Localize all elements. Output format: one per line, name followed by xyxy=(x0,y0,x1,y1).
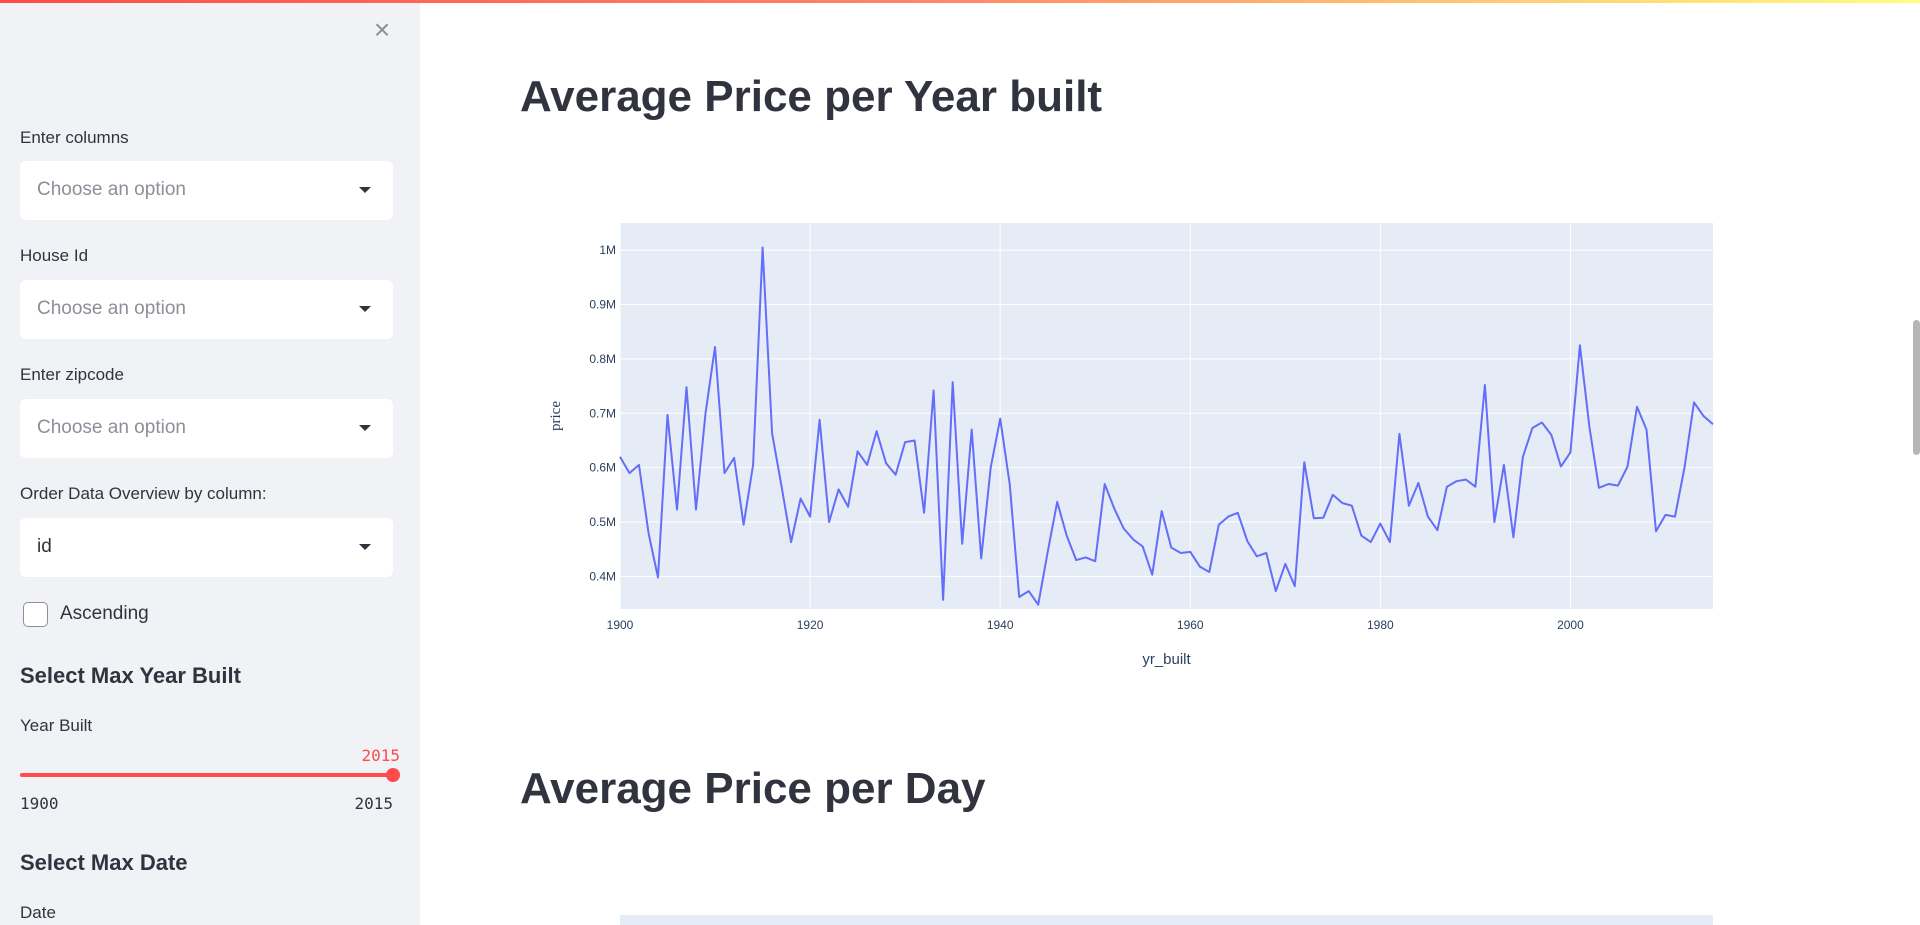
price-per-day-chart-plot-area xyxy=(620,915,1713,925)
columns-select[interactable]: Choose an option xyxy=(20,161,393,220)
x-tick-label: 1980 xyxy=(1367,618,1394,632)
year-section-title: Select Max Year Built xyxy=(20,663,241,688)
x-tick-label: 1900 xyxy=(607,618,634,632)
close-icon: × xyxy=(373,14,391,45)
sidebar: × Enter columns Choose an option House I… xyxy=(0,0,420,925)
zipcode-select[interactable]: Choose an option xyxy=(20,399,393,458)
close-sidebar-button[interactable]: × xyxy=(368,16,396,44)
y-tick-label: 0.4M xyxy=(589,569,616,583)
y-tick-label: 0.9M xyxy=(589,298,616,312)
y-tick-label: 0.7M xyxy=(589,406,616,420)
zipcode-select-placeholder: Choose an option xyxy=(37,417,186,438)
chevron-down-icon xyxy=(359,425,371,431)
order-by-label: Order Data Overview by column: xyxy=(20,484,267,503)
y-tick-label: 0.6M xyxy=(589,461,616,475)
top-decoration-bar xyxy=(0,0,1920,3)
ascending-label[interactable]: Ascending xyxy=(60,603,149,624)
year-slider-value: 2015 xyxy=(361,746,400,765)
y-tick-label: 1M xyxy=(599,243,616,257)
page-scrollbar[interactable] xyxy=(1913,320,1920,455)
house-id-select[interactable]: Choose an option xyxy=(20,280,393,339)
zipcode-label: Enter zipcode xyxy=(20,365,124,384)
y-tick-label: 0.8M xyxy=(589,352,616,366)
year-slider-max: 2015 xyxy=(354,794,393,813)
house-id-label: House Id xyxy=(20,246,89,265)
ascending-checkbox[interactable] xyxy=(23,602,48,627)
year-slider-thumb[interactable] xyxy=(386,768,400,782)
x-tick-label: 2000 xyxy=(1557,618,1584,632)
x-axis-label: yr_built xyxy=(1142,651,1191,668)
chevron-down-icon xyxy=(359,544,371,550)
line-chart-svg: 0.4M 0.5M 0.6M 0.7M 0.8M 0.9M 1M 1900 1920 1940 19… xyxy=(548,223,1714,668)
order-by-value: id xyxy=(37,536,52,557)
columns-select-placeholder: Choose an option xyxy=(37,179,186,200)
chevron-down-icon xyxy=(359,187,371,193)
plot-area xyxy=(620,223,1713,609)
y-tick-label: 0.5M xyxy=(589,515,616,529)
year-slider-min: 1900 xyxy=(20,794,59,813)
columns-label: Enter columns xyxy=(20,128,129,147)
y-axis-label: price xyxy=(548,401,564,431)
chevron-down-icon xyxy=(359,306,371,312)
chart2-title: Average Price per Day xyxy=(520,764,986,813)
x-tick-label: 1960 xyxy=(1177,618,1204,632)
house-id-select-placeholder: Choose an option xyxy=(37,298,186,319)
year-slider-track[interactable] xyxy=(20,773,393,777)
date-section-title: Select Max Date xyxy=(20,850,188,875)
x-tick-label: 1940 xyxy=(987,618,1014,632)
price-per-year-chart: 0.4M 0.5M 0.6M 0.7M 0.8M 0.9M 1M 1900 1920 1940 19… xyxy=(520,195,1720,675)
chart1-title: Average Price per Year built xyxy=(520,72,1103,121)
order-by-select[interactable]: id xyxy=(20,518,393,577)
year-built-label: Year Built xyxy=(20,716,93,735)
date-label: Date xyxy=(20,903,56,922)
series-line xyxy=(619,246,1714,606)
x-tick-label: 1920 xyxy=(797,618,824,632)
